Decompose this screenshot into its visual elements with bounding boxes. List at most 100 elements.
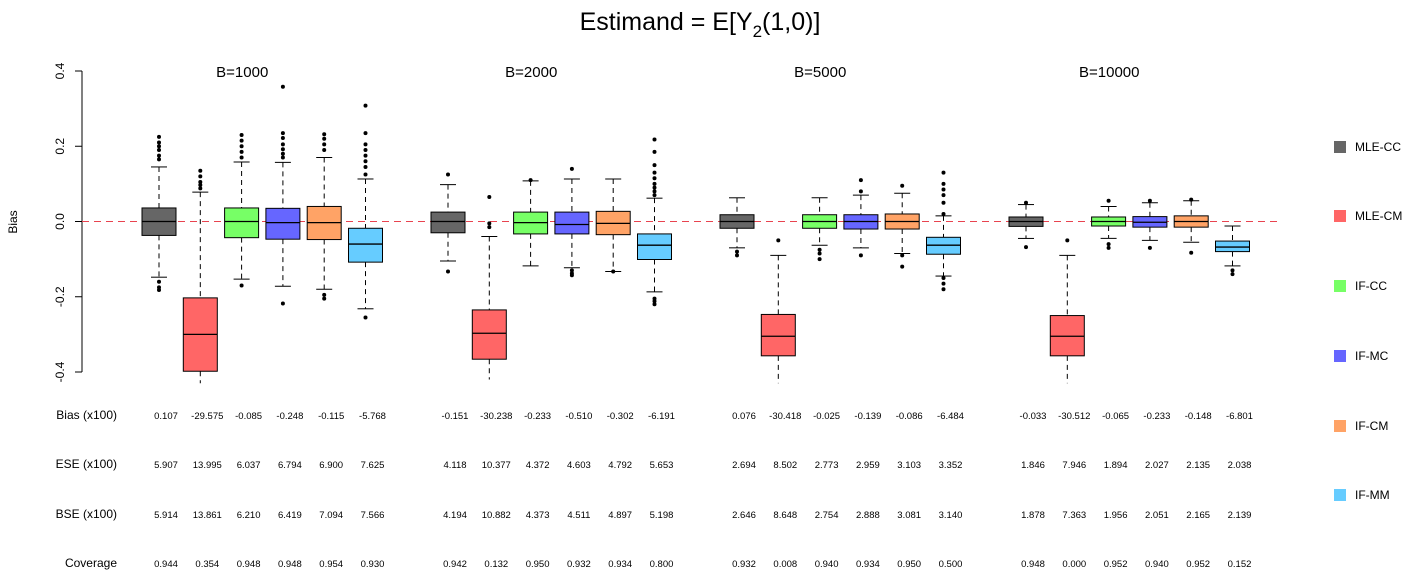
legend-swatch [1334,210,1346,222]
outlier-point [858,253,863,258]
boxplot [513,178,549,267]
outlier-point [776,238,781,243]
outlier-point [322,132,327,137]
stat-value: 13.861 [193,510,222,521]
outlier-point [569,268,574,273]
outlier-point [363,315,368,320]
stat-value: 0.948 [1021,559,1045,570]
stat-value: 7.566 [361,510,385,521]
boxplot [719,197,755,258]
outlier-point [1189,197,1194,202]
boxplot [884,183,920,269]
outlier-point [1230,268,1235,273]
legend-swatch [1334,141,1346,153]
boxplot [182,168,218,384]
box-iqr [430,211,466,234]
outlier-point [487,195,492,200]
outlier-point [280,142,285,147]
stat-value: 3.140 [939,510,963,521]
stat-value: 1.878 [1021,510,1045,521]
stat-value: 3.081 [897,510,921,521]
box-iqr [471,309,507,360]
group-label: B=5000 [794,64,846,81]
outlier-point [941,181,946,186]
legend-item: MLE-CM [1334,209,1402,223]
stat-value: 5.907 [154,460,178,471]
stat-value: 4.118 [443,460,466,471]
legend-item: IF-MC [1334,349,1389,363]
outlier-point [157,134,161,139]
boxplot [926,170,961,292]
y-tick-label: 0.2 [53,138,67,155]
outlier-point [157,148,161,153]
outlier-point [280,131,285,136]
title-subscript: 2 [753,22,762,41]
stat-value: -30.512 [1058,411,1090,422]
stat-value: 6.794 [278,460,302,471]
boxplot [141,134,177,292]
boxplot [760,238,796,384]
outlier-point [817,257,822,262]
stat-value: 2.038 [1228,460,1252,471]
legend-label: IF-CM [1355,419,1388,433]
boxplot [1049,238,1085,384]
stat-value: 5.198 [650,510,674,521]
boxplot [637,137,672,307]
outlier-point [1106,198,1111,203]
stat-value: 0.952 [1186,559,1210,570]
outlier-point [611,269,616,274]
outlier-point [363,142,368,147]
boxplot [430,172,466,274]
outlier-point [198,183,203,188]
stat-value: 0.107 [154,411,178,422]
outlier-point [239,132,244,137]
stat-value: 6.900 [319,460,343,471]
box-group: B=5000 [719,64,961,384]
stat-value: 0.500 [939,559,963,570]
stat-value: 8.502 [773,460,797,471]
outlier-point [652,176,657,181]
box-iqr [348,227,383,263]
legend-label: IF-MM [1355,488,1390,502]
box-iqr [637,233,672,261]
outlier-point [487,225,492,230]
outlier-point [941,275,946,280]
stat-row-label: Bias (x100) [56,408,117,422]
stat-value: 7.363 [1062,510,1086,521]
outlier-point [528,178,533,183]
boxplot [1215,225,1250,277]
outlier-point [817,247,822,252]
box-iqr [265,207,301,240]
outlier-point [322,296,327,301]
outlier-point [652,149,657,154]
outlier-point [363,159,368,164]
stat-value: -0.233 [524,411,551,422]
outlier-point [487,221,492,226]
outlier-point [280,84,285,89]
outlier-point [280,135,285,140]
stat-value: 13.995 [193,460,222,471]
y-axis-label: Bias [6,210,20,233]
stat-value: 0.008 [773,559,797,570]
legend-label: MLE-CM [1355,209,1402,223]
outlier-point [239,138,244,143]
outlier-point [280,155,285,160]
stat-row-label: Coverage [65,556,117,570]
stat-value: -30.238 [480,411,512,422]
stat-value: 0.076 [732,411,756,422]
outlier-point [157,287,161,292]
outlier-point [280,301,285,306]
boxplot [265,84,301,306]
outlier-point [363,172,368,177]
stat-value: -5.768 [359,411,386,422]
outlier-point [157,140,161,145]
stat-value: 2.888 [856,510,880,521]
box-iqr [760,313,796,357]
outlier-point [198,174,203,179]
stat-value: 4.897 [608,510,632,521]
stat-value: 0.932 [567,559,591,570]
stat-value: 5.914 [154,510,178,521]
stat-value: 6.419 [278,510,302,521]
outlier-point [157,279,161,284]
